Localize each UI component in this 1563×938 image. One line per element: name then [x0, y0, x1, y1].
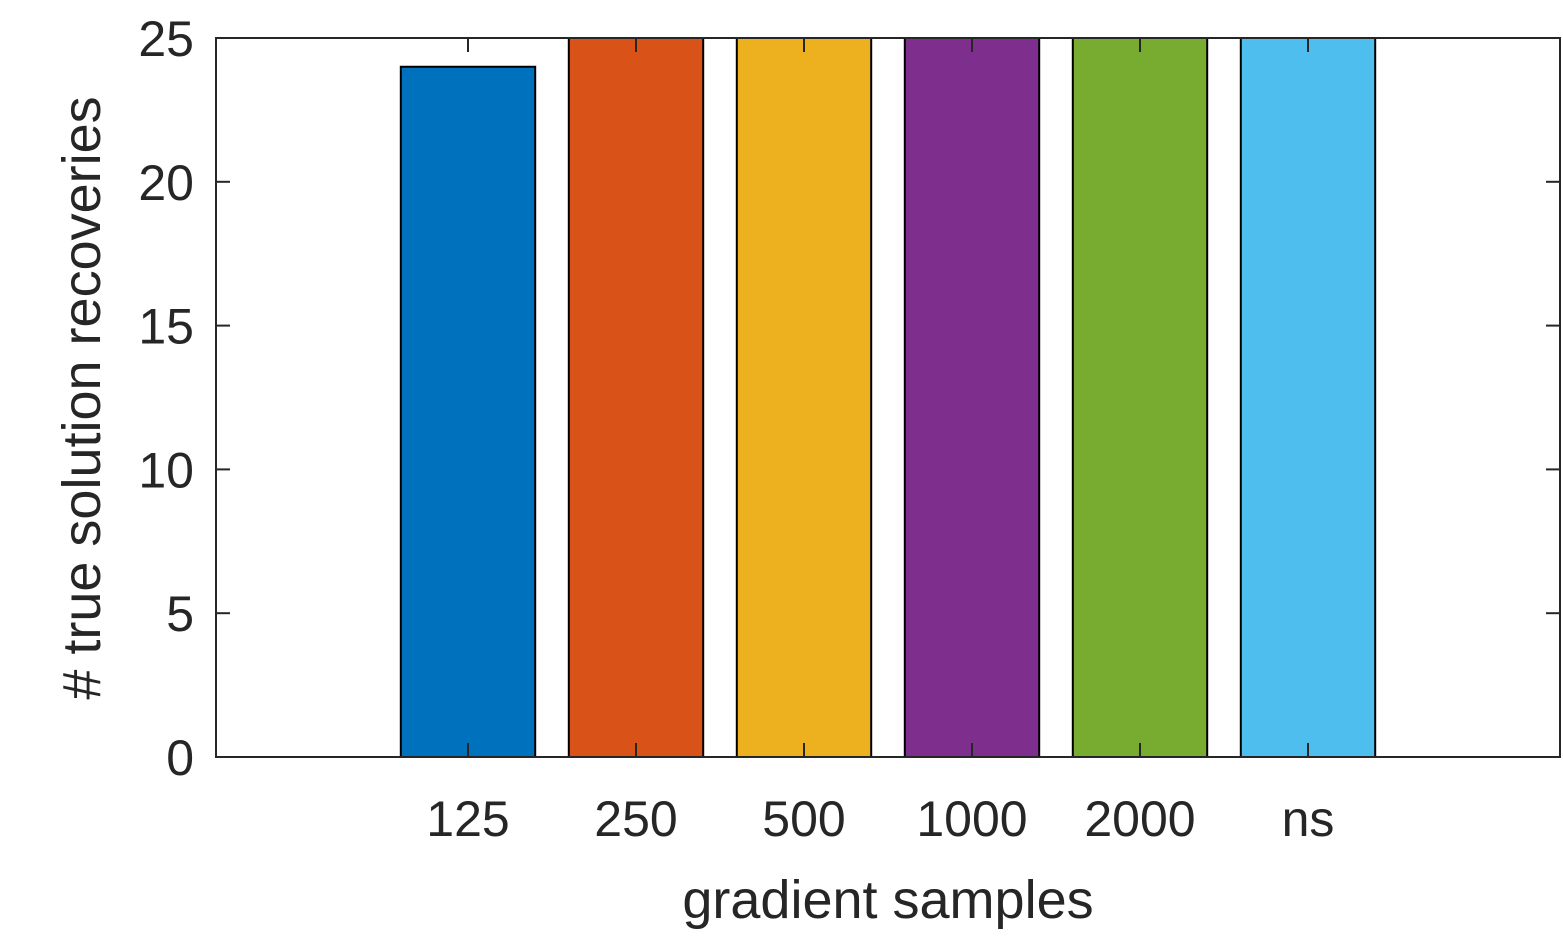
bars	[399, 37, 1377, 758]
bar-250	[567, 37, 705, 758]
y-tick-label-5: 5	[166, 586, 194, 642]
axes-box	[215, 37, 1561, 758]
x-axis-ticks: 125 250 500 1000 2000 ns	[426, 38, 1334, 847]
bar-2000	[1071, 37, 1209, 758]
y-tick-label-20: 20	[138, 155, 194, 211]
axes	[215, 37, 1561, 758]
bar-500	[735, 37, 873, 758]
bar-1000	[903, 37, 1041, 758]
y-tick-label-25: 25	[138, 11, 194, 67]
x-axis-label: gradient samples	[682, 870, 1093, 930]
y-axis-ticks: 0 5 10 15 20 25	[138, 11, 1560, 786]
x-tick-label-125: 125	[426, 791, 509, 847]
y-tick-label-0: 0	[166, 730, 194, 786]
y-axis-label: # true solution recoveries	[52, 96, 112, 699]
x-tick-label-1000: 1000	[916, 791, 1027, 847]
x-tick-label-2000: 2000	[1084, 791, 1195, 847]
y-tick-label-15: 15	[138, 299, 194, 355]
bar-ns	[1239, 37, 1377, 758]
y-tick-label-10: 10	[138, 442, 194, 498]
x-tick-label-ns: ns	[1282, 791, 1335, 847]
x-tick-label-250: 250	[594, 791, 677, 847]
bar-125	[399, 65, 537, 758]
x-tick-label-500: 500	[762, 791, 845, 847]
